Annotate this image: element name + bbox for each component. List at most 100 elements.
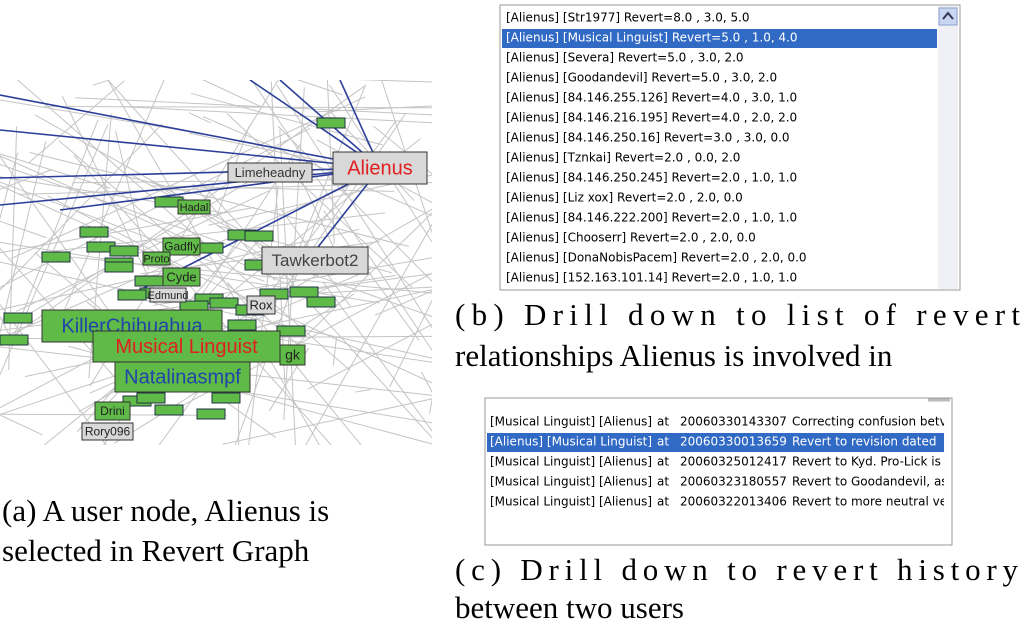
history-cell: at bbox=[657, 455, 669, 469]
list-row[interactable]: [Alienus] [Musical Linguist] Revert=5.0 … bbox=[506, 31, 798, 45]
node bbox=[3, 312, 33, 324]
caption: (b) Drill down to list of revert bbox=[455, 297, 1020, 332]
list-row[interactable]: [Alienus] [Chooserr] Revert=2.0 , 2.0, 0… bbox=[506, 231, 756, 245]
node[interactable] bbox=[81, 422, 134, 441]
history-cell: Revert to revision dated bbox=[792, 435, 937, 449]
edge bbox=[36, 456, 445, 463]
list-row[interactable]: [Alienus] [Liz xox] Revert=2.0 , 2.0, 0.… bbox=[506, 191, 743, 205]
edge bbox=[374, 290, 432, 316]
node-label: Natalinasmpf bbox=[124, 366, 241, 388]
node[interactable] bbox=[261, 246, 369, 275]
edge bbox=[0, 152, 19, 220]
edge bbox=[302, 286, 432, 295]
node bbox=[154, 404, 184, 416]
node-label: Rox bbox=[249, 297, 273, 312]
list-row[interactable]: [Alienus] [84.146.250.245] Revert=2.0 , … bbox=[506, 171, 797, 185]
scroll-up-button[interactable] bbox=[938, 7, 958, 26]
revert-list: [Alienus] [Str1977] Revert=8.0 , 3.0, 5.… bbox=[502, 11, 937, 285]
history-cell[interactable]: [Alienus] [Musical Linguist] bbox=[490, 435, 652, 449]
edge bbox=[332, 337, 337, 366]
edge bbox=[0, 163, 432, 318]
node bbox=[306, 296, 336, 308]
history-cell: at bbox=[657, 415, 669, 429]
node[interactable] bbox=[92, 330, 281, 363]
node bbox=[196, 408, 226, 420]
edge bbox=[0, 99, 187, 132]
node-label: Drini bbox=[100, 404, 125, 418]
edge bbox=[92, 80, 111, 86]
node[interactable] bbox=[142, 251, 171, 266]
edge bbox=[322, 281, 432, 432]
node-label: Alienus bbox=[347, 157, 413, 179]
node[interactable] bbox=[41, 309, 223, 343]
list-row[interactable]: [Alienus] [152.163.101.14] Revert=2.0 , … bbox=[506, 271, 797, 285]
edge bbox=[0, 168, 53, 190]
edge bbox=[0, 141, 47, 335]
node bbox=[227, 319, 257, 331]
node-label: Hadal bbox=[180, 202, 209, 214]
edge bbox=[304, 274, 396, 291]
node-label: Gadfly bbox=[164, 240, 199, 254]
history-cell[interactable]: [Musical Linguist] [Alienus] bbox=[490, 415, 652, 429]
edge bbox=[202, 80, 261, 107]
edge bbox=[0, 350, 108, 409]
list-row[interactable]: [Alienus] [Severa] Revert=5.0 , 3.0, 2.0 bbox=[506, 51, 744, 65]
node[interactable] bbox=[114, 361, 251, 393]
edge bbox=[0, 167, 381, 179]
node bbox=[136, 392, 166, 404]
node bbox=[134, 275, 164, 287]
selected-row bbox=[502, 29, 937, 48]
node[interactable] bbox=[94, 401, 131, 421]
history-cell[interactable]: [Musical Linguist] [Alienus] bbox=[490, 495, 652, 509]
list-row[interactable]: [Alienus] [84.146.216.195] Revert=4.0 , … bbox=[506, 111, 797, 125]
history-cell[interactable]: [Musical Linguist] [Alienus] bbox=[490, 455, 652, 469]
edge bbox=[355, 80, 432, 83]
node[interactable] bbox=[332, 151, 428, 185]
list-row[interactable]: [Alienus] [84.146.222.200] Revert=2.0 , … bbox=[506, 211, 797, 225]
node bbox=[244, 230, 274, 242]
list-row[interactable]: [Alienus] [84.146.250.16] Revert=3.0 , 3… bbox=[506, 131, 790, 145]
history-cell: at bbox=[657, 495, 669, 509]
edge bbox=[0, 129, 381, 169]
list-row[interactable]: [Alienus] [Tznkai] Revert=2.0 , 0.0, 2.0 bbox=[506, 151, 740, 165]
edge bbox=[120, 105, 432, 124]
history-cell: Revert to Goodandevil, as bbox=[792, 475, 948, 489]
edge bbox=[31, 179, 252, 313]
selected-row bbox=[487, 433, 944, 452]
node[interactable] bbox=[177, 199, 211, 215]
history-panel bbox=[484, 397, 953, 546]
edge bbox=[91, 444, 93, 445]
node[interactable] bbox=[246, 295, 276, 315]
node bbox=[289, 286, 319, 298]
edge bbox=[0, 228, 360, 311]
edge bbox=[290, 86, 366, 269]
caption: (c) Drill down to revert history bbox=[455, 552, 1019, 587]
node[interactable] bbox=[279, 344, 306, 366]
list-row[interactable]: [Alienus] [DonaNobisPacem] Revert=2.0 , … bbox=[506, 251, 807, 265]
edge bbox=[296, 80, 343, 96]
list-row[interactable]: [Alienus] [84.146.255.126] Revert=4.0 , … bbox=[506, 91, 797, 105]
history-cell: 20060330143307 bbox=[680, 415, 787, 429]
revert-graph: AlienusLimeheadnyTawkerbot2KillerChihuah… bbox=[0, 80, 445, 463]
edge bbox=[0, 84, 367, 346]
edge bbox=[61, 96, 161, 302]
list-row[interactable]: [Alienus] [Goodandevil] Revert=5.0 , 3.0… bbox=[506, 71, 777, 85]
arrow-icon bbox=[942, 11, 954, 20]
list-row[interactable]: [Alienus] [Str1977] Revert=8.0 , 3.0, 5.… bbox=[506, 11, 750, 25]
history-cell[interactable]: [Musical Linguist] [Alienus] bbox=[490, 475, 652, 489]
edge bbox=[277, 125, 432, 283]
node-label: Proto bbox=[143, 253, 169, 265]
edge bbox=[8, 126, 18, 370]
node[interactable] bbox=[227, 162, 313, 183]
edge bbox=[188, 112, 212, 124]
node[interactable] bbox=[149, 287, 187, 303]
edge bbox=[0, 123, 163, 291]
caption: relationships Alienus is involved in bbox=[455, 338, 893, 373]
node[interactable] bbox=[162, 237, 201, 256]
edge bbox=[323, 210, 420, 341]
node[interactable] bbox=[162, 267, 201, 287]
node bbox=[316, 117, 346, 129]
node-label: Musical Linguist bbox=[115, 336, 258, 358]
edge bbox=[226, 113, 413, 289]
history-cell: at bbox=[657, 475, 669, 489]
